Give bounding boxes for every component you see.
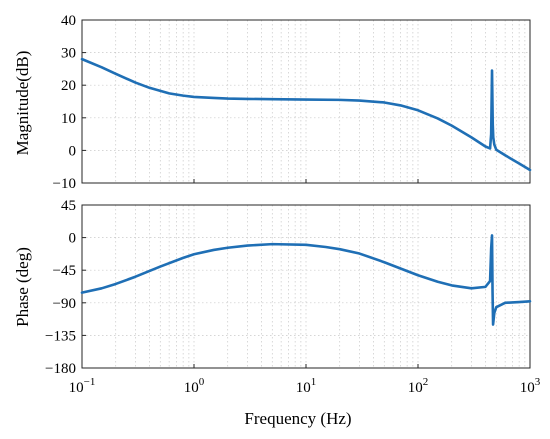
- magnitude-y-tick-label: 40: [61, 13, 76, 29]
- phase-y-tick-label: 0: [69, 231, 77, 247]
- frequency-tick-label: 103: [520, 376, 541, 396]
- magnitude-curve: [80, 57, 532, 172]
- magnitude-axes-frame: [81, 19, 531, 184]
- frequency-tick-label: 10−1: [69, 376, 96, 396]
- magnitude-axis-label: Magnitude(dB): [13, 51, 32, 156]
- magnitude-y-tick-label: 20: [61, 78, 76, 94]
- phase-y-tick-label: −180: [45, 361, 76, 377]
- phase-y-tick-label: 45: [61, 198, 76, 214]
- phase-axis-label: Phase (deg): [13, 247, 32, 327]
- phase-curve: [80, 234, 532, 326]
- phase-y-tick-label: −135: [45, 328, 76, 344]
- phase-axes-frame: [81, 204, 531, 369]
- magnitude-y-tick-label: 0: [69, 143, 77, 159]
- frequency-tick-label: 101: [296, 376, 317, 396]
- frequency-tick-label: 100: [184, 376, 205, 396]
- magnitude-y-tick-label: 30: [61, 46, 76, 62]
- phase-y-tick-label: −45: [53, 263, 76, 279]
- frequency-tick-label: 102: [408, 376, 429, 396]
- magnitude-y-tick-label: 10: [61, 111, 76, 127]
- frequency-axis-label: Frequency (Hz): [244, 409, 351, 428]
- phase-y-tick-label: −90: [53, 296, 76, 312]
- magnitude-y-tick-label: −10: [53, 176, 76, 192]
- magnitude-panel: 40 30 20 10 0 −10: [53, 13, 532, 192]
